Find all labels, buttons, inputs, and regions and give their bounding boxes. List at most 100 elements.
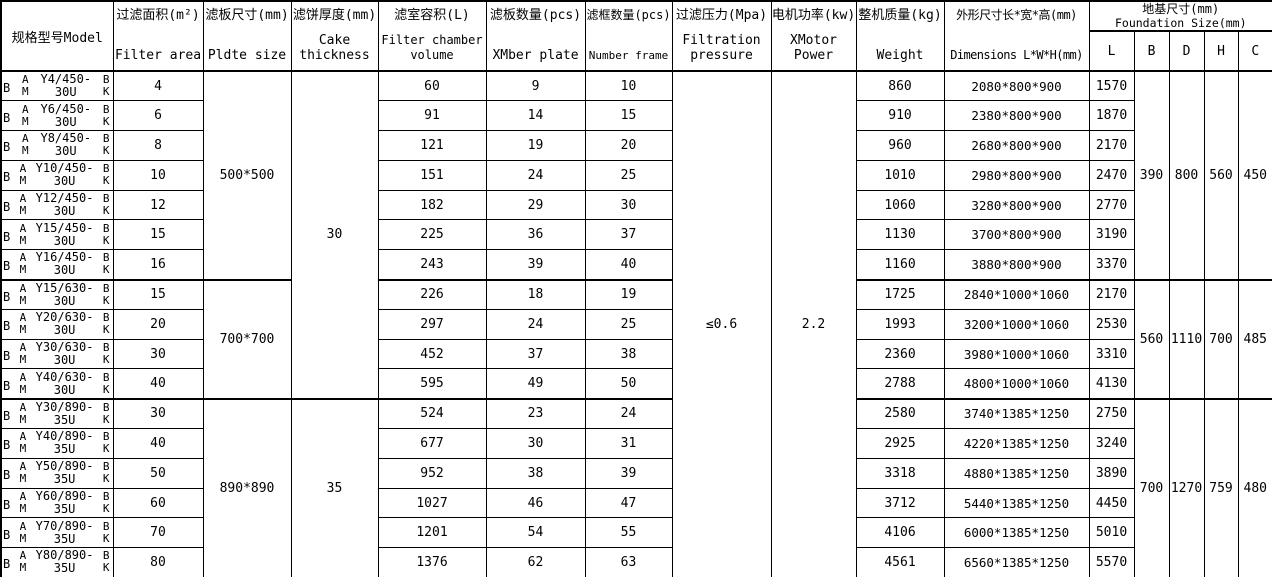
model-code: Y80/890- 35U xyxy=(35,548,94,576)
header-power-zh: 电机功率(kw) xyxy=(771,8,856,23)
model-prefix-letter: B xyxy=(3,259,11,274)
cell-foundation-h: 759 xyxy=(1203,397,1239,577)
model-code: Y8/450- 30U xyxy=(40,131,92,159)
model-prefix-letter: B xyxy=(3,319,11,334)
model-prefix-letter: B xyxy=(3,498,11,513)
cell-foundation-h: 560 xyxy=(1203,70,1239,281)
header-foundation-c: C xyxy=(1237,30,1272,72)
header-plate-size-en: Pldte size xyxy=(207,48,287,63)
header-frame-qty-zh: 滤框数量(pcs) xyxy=(586,8,671,22)
cell-frame-qty: 50 xyxy=(584,368,673,400)
cell-pressure: ≤0.6 xyxy=(671,70,772,577)
cell-volume: 182 xyxy=(377,189,487,221)
cell-filter-area: 20 xyxy=(112,308,204,340)
header-dimensions-en: Dimensions L*W*H(mm) xyxy=(950,48,1083,62)
cell-volume: 243 xyxy=(377,249,487,281)
model-prefix-letter: B xyxy=(3,229,11,244)
cell-filter-area: 80 xyxy=(112,547,204,577)
header-foundation-zh: 地基尺寸(mm) xyxy=(1142,2,1220,16)
cell-foundation-h: 700 xyxy=(1203,278,1239,400)
cell-foundation-l: 3240 xyxy=(1088,428,1135,459)
model-prefix-letter: B xyxy=(3,200,11,215)
model-prefix-letter: B xyxy=(3,349,11,364)
table-row: B A M Y16/450- 30U B K 16 243 39 40 1160 3880*800*90… xyxy=(0,249,1272,281)
model-code: Y30/890- 35U xyxy=(35,399,94,427)
cell-frame-qty: 63 xyxy=(584,547,673,577)
cell-model: B A M Y50/890- 35U B K xyxy=(0,457,114,489)
model-prefix-letter: B xyxy=(3,170,11,185)
cell-volume: 121 xyxy=(377,130,487,161)
table-row: B A M Y40/890- 35U B K 40 677 30 31 2925 4220*1385*1… xyxy=(0,428,1272,459)
cell-foundation-l: 4130 xyxy=(1088,368,1135,400)
cell-plate-qty: 9 xyxy=(485,70,586,102)
cell-dimensions: 2980*800*900 xyxy=(943,159,1090,191)
cell-dimensions: 3200*1000*1060 xyxy=(943,308,1090,340)
cell-filter-area: 60 xyxy=(112,487,204,519)
cell-plate-qty: 39 xyxy=(485,249,586,281)
cell-volume: 60 xyxy=(377,70,487,102)
cell-filter-area: 10 xyxy=(112,159,204,191)
cell-weight: 3318 xyxy=(855,457,945,489)
table-row: B A M Y60/890- 35U B K 60 1027 46 47 3712 5440*1385*… xyxy=(0,487,1272,519)
cell-foundation-b: 560 xyxy=(1133,278,1170,400)
cell-plate-qty: 54 xyxy=(485,517,586,549)
table-row: B A M Y30/890- 35U B K 30 890*890 35 524 23 24 2580 37… xyxy=(0,397,1272,577)
cell-weight: 4561 xyxy=(855,547,945,577)
cell-plate-qty: 46 xyxy=(485,487,586,519)
cell-frame-qty: 47 xyxy=(584,487,673,519)
cell-volume: 91 xyxy=(377,100,487,132)
cell-frame-qty: 24 xyxy=(584,397,673,430)
cell-dimensions: 2080*800*900 xyxy=(943,70,1090,102)
cell-weight: 860 xyxy=(855,70,945,102)
cell-weight: 960 xyxy=(855,130,945,161)
header-dimensions-zh: 外形尺寸长*宽*高(mm) xyxy=(956,8,1077,22)
cell-weight: 1993 xyxy=(855,308,945,340)
cell-model: B A M Y15/450- 30U B K xyxy=(0,219,114,251)
model-prefix-letter: B xyxy=(3,527,11,542)
table-row: B A M Y8/450- 30U B K 8 121 19 20 960 2680*800*900 21… xyxy=(0,130,1272,161)
header-foundation-en: Foundation Size(mm) xyxy=(1114,16,1247,30)
model-code: Y50/890- 35U xyxy=(35,459,94,487)
cell-weight: 910 xyxy=(855,100,945,132)
table-row: B A M Y15/450- 30U B K 15 225 36 37 1130 3700*800*90… xyxy=(0,219,1272,251)
header-volume-zh: 滤室容积(L) xyxy=(394,8,470,23)
cell-foundation-l: 2470 xyxy=(1088,159,1135,191)
header-plate-size-zh: 滤板尺寸(mm) xyxy=(205,8,289,23)
cell-plate-qty: 30 xyxy=(485,428,586,459)
cell-weight: 2925 xyxy=(855,428,945,459)
cell-plate-size: 700*700 xyxy=(202,278,292,400)
header-row-main: 规格型号Model 过滤面积(m²) Filter area 滤板尺寸(mm) Pl… xyxy=(0,0,1272,72)
header-filter-area: 过滤面积(m²) Filter area xyxy=(112,0,204,72)
cell-dimensions: 3280*800*900 xyxy=(943,189,1090,221)
cell-filter-area: 16 xyxy=(112,249,204,281)
cell-volume: 297 xyxy=(377,308,487,340)
cell-weight: 4106 xyxy=(855,517,945,549)
cell-foundation-d: 800 xyxy=(1168,70,1205,281)
cell-frame-qty: 15 xyxy=(584,100,673,132)
cell-model: B A M Y12/450- 30U B K xyxy=(0,189,114,221)
cell-foundation-c: 450 xyxy=(1237,70,1272,281)
model-code: Y40/890- 35U xyxy=(35,429,94,457)
cell-frame-qty: 25 xyxy=(584,159,673,191)
cell-volume: 952 xyxy=(377,457,487,489)
cell-frame-qty: 10 xyxy=(584,70,673,102)
cell-filter-area: 12 xyxy=(112,189,204,221)
cell-weight: 2360 xyxy=(855,338,945,370)
cell-model: B A M Y30/630- 30U B K xyxy=(0,338,114,370)
cell-plate-qty: 37 xyxy=(485,338,586,370)
cell-weight: 1060 xyxy=(855,189,945,221)
cell-volume: 225 xyxy=(377,219,487,251)
table-row: B A M Y20/630- 30U B K 20 297 24 25 1993 3200*1000*1… xyxy=(0,308,1272,340)
cell-volume: 1027 xyxy=(377,487,487,519)
header-plate-qty-en: XMber plate xyxy=(492,48,579,63)
cell-filter-area: 30 xyxy=(112,338,204,370)
header-foundation-h: H xyxy=(1203,30,1239,72)
